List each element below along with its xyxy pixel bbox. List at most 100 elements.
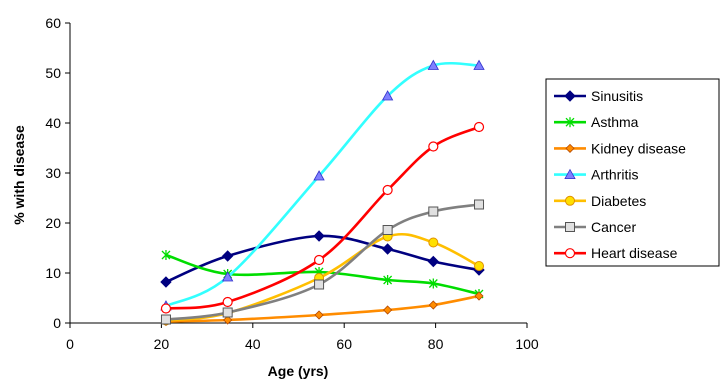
legend-item: Sinusitis	[554, 88, 643, 104]
square-marker	[382, 225, 393, 235]
square-marker	[565, 222, 575, 232]
data-point	[313, 230, 325, 242]
data-point	[564, 90, 576, 102]
open-circle-marker	[564, 248, 576, 259]
data-point	[565, 222, 575, 232]
data-point	[223, 315, 233, 325]
legend-item: Kidney disease	[554, 140, 686, 156]
axes: 0 10 20 30 40 50 60 0 20 40 60 80 100	[45, 15, 538, 352]
y-tick-label: 50	[45, 65, 61, 81]
legend-label: Diabetes	[591, 193, 646, 209]
data-point	[160, 303, 172, 314]
legend-item: Diabetes	[554, 193, 646, 209]
data-point	[160, 276, 172, 288]
y-tick-label: 10	[45, 265, 61, 281]
data-point	[427, 59, 439, 70]
data-point	[428, 206, 439, 217]
open-circle-marker	[222, 296, 233, 308]
data-point	[381, 90, 394, 101]
circle-marker	[428, 237, 439, 248]
legend-label: Asthma	[591, 114, 639, 130]
triangle-marker	[313, 170, 325, 181]
data-point	[222, 296, 233, 308]
data-point	[161, 250, 171, 260]
data-point	[314, 279, 325, 290]
legend-item: Arthritis	[554, 167, 638, 183]
data-point	[313, 170, 325, 181]
y-tick-label: 30	[45, 165, 61, 181]
data-point	[428, 141, 439, 152]
y-tick-label: 20	[45, 215, 61, 231]
open-circle-marker	[428, 141, 439, 152]
data-point	[565, 195, 575, 206]
legend-item: Heart disease	[554, 245, 678, 261]
data-point	[383, 305, 393, 315]
series-diabetes	[160, 231, 485, 326]
triangle-marker	[221, 271, 234, 282]
data-point	[428, 300, 438, 310]
legend-label: Kidney disease	[591, 140, 686, 156]
legend-label: Sinusitis	[591, 88, 643, 104]
y-tick-label: 60	[45, 15, 61, 31]
data-point	[565, 143, 575, 153]
data-point	[221, 271, 234, 282]
data-point	[314, 310, 324, 320]
legend: Sinusitis Asthma Kidney disease Arthritis Di…	[545, 78, 720, 267]
triangle-marker	[427, 59, 439, 70]
data-point	[381, 243, 394, 255]
x-tick-label: 80	[428, 336, 444, 352]
legend-item: Cancer	[554, 219, 636, 235]
y-tick-label: 0	[53, 315, 61, 331]
series-kidney-disease	[161, 291, 484, 327]
series-cancer	[160, 199, 485, 325]
data-point	[427, 255, 440, 268]
x-tick-label: 40	[245, 336, 261, 352]
diamond-marker	[221, 250, 234, 262]
data-point	[313, 254, 325, 266]
diamond-marker	[223, 315, 233, 325]
data-point	[473, 121, 485, 133]
data-point	[221, 250, 234, 262]
x-tick-label: 60	[336, 336, 352, 352]
square-marker	[428, 206, 439, 217]
legend-box	[545, 78, 720, 267]
series-line	[165, 61, 480, 308]
square-marker	[314, 279, 325, 290]
legend-label: Heart disease	[591, 245, 678, 261]
data-point	[428, 278, 438, 289]
data-point	[382, 225, 393, 235]
data-point	[474, 291, 484, 301]
square-marker	[474, 199, 485, 210]
y-tick-label: 40	[45, 115, 61, 131]
x-tick-label: 20	[154, 336, 170, 352]
diamond-marker	[564, 90, 576, 102]
circle-marker	[474, 261, 485, 271]
data-point	[428, 237, 439, 248]
diamond-marker	[565, 143, 575, 153]
open-circle-marker	[473, 121, 485, 133]
data-point	[564, 168, 576, 180]
data-point	[222, 307, 233, 318]
triangle-marker	[381, 90, 394, 101]
diamond-marker	[313, 230, 325, 242]
data-point	[383, 275, 393, 285]
data-point	[474, 199, 485, 210]
open-circle-marker	[313, 254, 325, 266]
diamond-marker	[428, 300, 438, 310]
legend-item: Asthma	[554, 114, 639, 130]
circle-marker	[565, 195, 575, 206]
legend-label: Arthritis	[591, 167, 638, 183]
triangle-marker	[473, 59, 485, 70]
square-marker	[160, 314, 171, 325]
data-point	[564, 248, 576, 259]
diamond-marker	[314, 310, 324, 320]
data-point	[382, 184, 393, 196]
diamond-marker	[381, 243, 394, 255]
triangle-marker	[564, 168, 576, 180]
data-point	[565, 117, 575, 128]
open-circle-marker	[160, 303, 172, 314]
data-point	[160, 314, 171, 325]
legend-label: Cancer	[591, 219, 636, 235]
y-axis-title: % with disease	[11, 125, 27, 225]
